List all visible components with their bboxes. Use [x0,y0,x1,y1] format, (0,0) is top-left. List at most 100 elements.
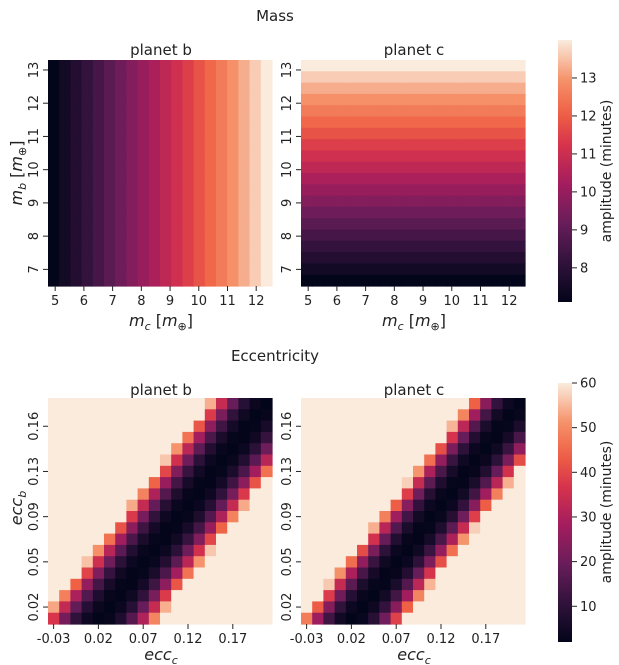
mass-b-cell [115,116,127,129]
ecc-b-cell [70,511,83,523]
ecc-c-cell [357,477,369,489]
ecc-c-cell [345,567,358,580]
mass-b-cell [70,252,83,264]
ecc-b-cell [104,511,116,523]
mass-b-cell [115,60,127,72]
mass-b-cell [126,105,139,118]
ecc-cbar-tick-label: 20 [580,555,597,570]
ecc-c-cell [480,499,492,512]
ecc-c-cell [312,533,324,546]
mass-c-cell [435,60,448,72]
mass-c-cell [413,195,425,208]
mass-b-cell [160,229,172,242]
mass-c-cell [435,218,448,231]
ecc-b-cell [59,488,71,501]
ecc-b-cell [260,477,273,489]
mass-c-cell [334,71,347,84]
mass-b-cell [204,139,217,151]
ecc-b-cell [160,431,172,444]
ecc-c-cell [301,477,313,489]
mass-c-cell [345,218,358,231]
mass-b-x-tick-label: 7 [108,294,116,309]
ecc-b-cell [104,431,116,444]
ecc-b-cell [104,409,116,422]
ecc-b-cell [81,465,94,478]
mass-c-cell [513,93,526,106]
mass-b-cell [249,263,262,276]
ecc-b-cell [104,533,116,546]
ecc-b-cell [193,612,206,625]
ecc-c-cell [401,409,414,422]
mass-c-cell [379,263,392,276]
ecc-b-cell [59,533,71,546]
mass-c-cell [357,274,369,287]
ecc-b-cell [126,431,139,444]
mass-c-cell [424,71,436,84]
mass-c-cell [390,150,403,163]
mass-c-cell [513,195,526,208]
ecc-b-cell [59,477,71,489]
ecc-b-cell [238,567,251,580]
ecc-c-cell [368,544,380,557]
ecc-b-cell [81,488,94,501]
mass-c-cell [334,274,347,287]
mass-cbar-tick-label: 9 [580,223,588,238]
mass-c-cell [334,218,347,231]
ecc-c-cell [301,556,313,569]
mass-b-cell [227,252,239,264]
mass-c-cell [502,127,515,140]
mass-c-cell [357,252,369,264]
mass-c-cell [480,206,492,219]
mass-b-cell [59,218,71,231]
mass-c-cell [379,105,392,118]
ecc-c-cell [513,431,526,444]
mass-c-cell [390,116,403,129]
mass-c-cell [401,93,414,106]
mass-c-cell [301,139,313,151]
mass-b-cell [48,195,60,208]
mass-c-cell [513,184,526,197]
mass-c-cell [480,195,492,208]
mass-b-cell [137,105,150,118]
mass-c-cell [345,206,358,219]
ecc-b-cell [249,522,262,535]
ecc-c-cell [401,578,414,591]
mass-c-cell [312,240,324,253]
mass-b-cell [104,218,116,231]
ecc-b-cell [160,590,172,602]
mass-c-cell [357,184,369,197]
ecc-c-cell [469,533,481,546]
mass-c-cell [357,71,369,84]
ecc-b-cell [59,601,71,614]
mass-b-cell [137,116,150,129]
ecc-b-cell [59,544,71,557]
ecc-c-cell [413,431,425,444]
mass-b-cell [227,82,239,95]
mass-b-cell [137,161,150,174]
mass-b-cell [171,263,183,276]
mass-b-cell [70,184,83,197]
ecc-c-cell [413,511,425,523]
ecc-c-cell [424,409,436,422]
mass-b-cell [216,240,228,253]
ecc-c-cell [491,443,504,456]
mass-b-cell [193,184,206,197]
ecc-b-cell [148,556,161,569]
ecc-b-cell [48,488,60,501]
mass-b-cell [81,139,94,151]
mass-cbar-tick-label: 8 [580,261,588,276]
mass-b-cell [260,71,273,84]
ecc-c-cell [491,533,504,546]
mass-b-cell [193,116,206,129]
ecc-b-cell [193,499,206,512]
ecc-b-cell [115,431,127,444]
ecc-c-cell [357,454,369,467]
ecc-c-cell [401,499,414,512]
ecc-c-cell [502,465,515,478]
ecc-b-y-tick-label: 0.13 [27,457,42,486]
ecc-c-cell [513,398,526,410]
mass-b-cell [126,82,139,95]
ecc-b-cell [81,567,94,580]
mass-c-cell [491,116,504,129]
ecc-c-cell [502,556,515,569]
